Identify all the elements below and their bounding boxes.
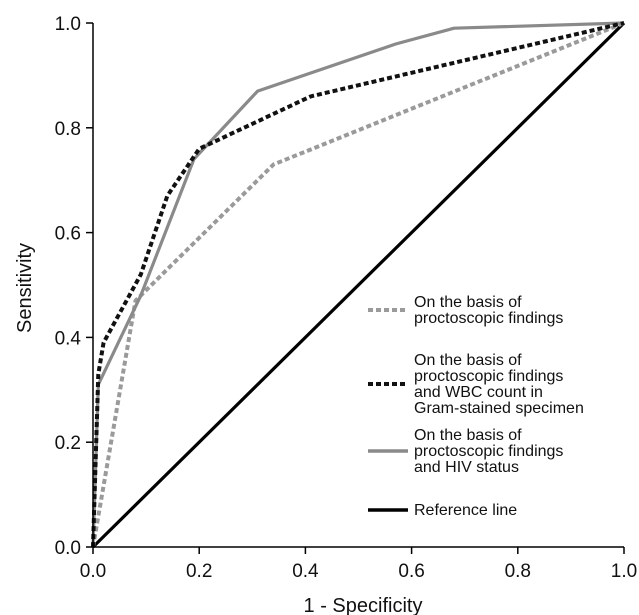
series-layer	[91, 21, 626, 549]
y-tick-label: 0.4	[55, 328, 82, 349]
y-tick-label: 0.2	[55, 433, 81, 454]
x-tick-label: 0.8	[505, 561, 531, 582]
legend-label-4: Reference line	[414, 502, 517, 519]
y-tick-label: 0.6	[55, 224, 81, 245]
y-tick-label: 0.8	[55, 119, 81, 140]
series-line-2	[91, 21, 625, 548]
x-tick-label: 0.2	[186, 561, 212, 582]
x-tick-label: 0.4	[292, 561, 319, 582]
y-tick-label: 0.0	[55, 538, 81, 559]
y-axis-title: Sensitivity	[14, 243, 36, 333]
x-tick-label: 1.0	[611, 561, 637, 582]
x-tick-label: 0.0	[80, 561, 106, 582]
axes-layer: 0.0 0.2 0.4 0.6 0.8 1.0 0.0 0.2 0.4 0.6 0.8 1.0	[55, 14, 638, 582]
legend-label-1: On the basis of proctoscopic findings	[414, 294, 563, 327]
series-line-4	[91, 21, 626, 549]
legend-label-3: On the basis of proctoscopic findings and …	[414, 427, 563, 476]
x-tick-label: 0.6	[398, 561, 424, 582]
series-line-1	[91, 21, 625, 548]
x-axis-title: 1 - Specificity	[304, 595, 423, 615]
series-line-3	[91, 21, 625, 548]
y-tick-label: 1.0	[55, 14, 81, 35]
legend: On the basis of proctoscopic findings On t…	[368, 294, 584, 519]
legend-label-2: On the basis of proctoscopic findings and …	[414, 352, 584, 417]
